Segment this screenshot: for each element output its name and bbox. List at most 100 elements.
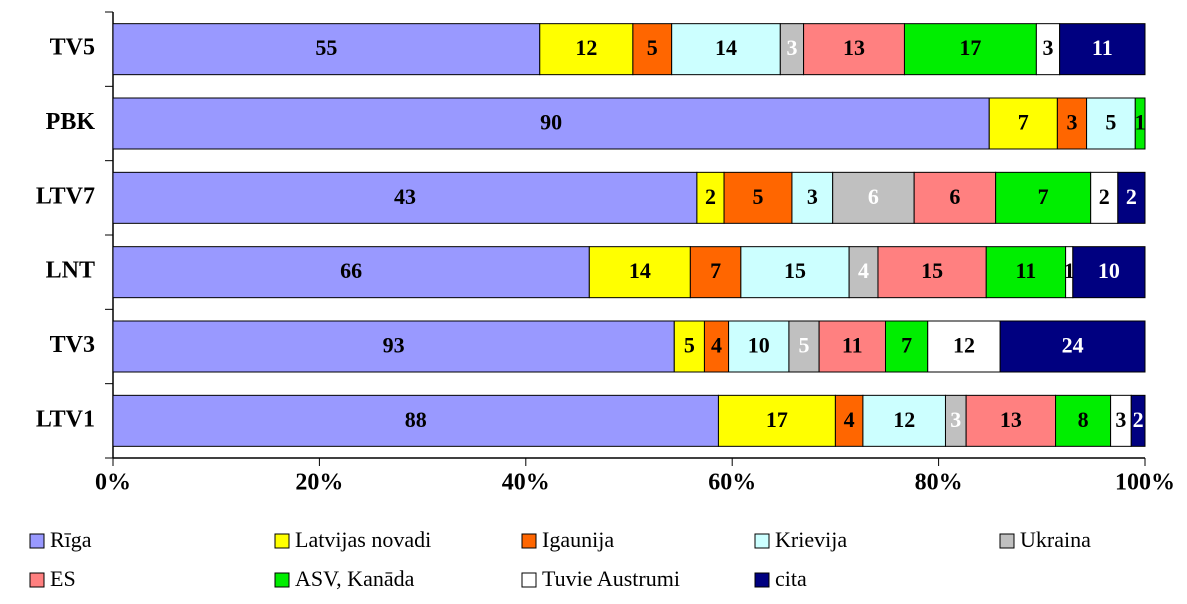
legend-swatch [29, 533, 45, 549]
data-label: 15 [784, 258, 806, 283]
bar-segment [632, 23, 673, 76]
data-label: 3 [1066, 110, 1077, 135]
data-label: 55 [315, 35, 337, 60]
bar-segment [112, 394, 719, 447]
legend-swatch [274, 533, 290, 549]
bar-segment [112, 246, 590, 299]
legend-swatch [754, 572, 770, 588]
bar-segment [112, 23, 541, 76]
bar-segment [788, 320, 820, 373]
bar-segment [965, 394, 1057, 447]
data-label: 10 [1098, 258, 1120, 283]
category-label: TV5 [50, 35, 95, 61]
bar-segment [717, 394, 836, 447]
data-label: 2 [1126, 184, 1137, 209]
data-label: 5 [684, 333, 695, 358]
data-label: 3 [807, 184, 818, 209]
bar-segment [818, 320, 886, 373]
data-label: 2 [1099, 184, 1110, 209]
bar-segment [1090, 171, 1119, 224]
legend-label: Ukraina [1020, 527, 1091, 552]
bar-segment [877, 246, 987, 299]
bar-segment [112, 97, 990, 150]
data-label: 14 [629, 258, 651, 283]
bar-segment [1086, 97, 1136, 150]
data-label: 2 [705, 184, 716, 209]
bar-segment [673, 320, 705, 373]
data-label: 13 [1000, 407, 1022, 432]
legend-label: Tuvie Austrumi [542, 566, 680, 591]
legend-swatch [754, 533, 770, 549]
data-label: 12 [953, 333, 975, 358]
bar-segment [1059, 23, 1146, 76]
bar-segment [834, 394, 864, 447]
data-label: 5 [753, 184, 764, 209]
bar-segment [1130, 394, 1146, 447]
bar-segment [112, 320, 675, 373]
data-label: 8 [1078, 407, 1089, 432]
data-label: 12 [893, 407, 915, 432]
category-label: LNT [46, 258, 95, 284]
bar-segment [988, 97, 1058, 150]
data-label: 5 [1105, 110, 1116, 135]
data-label: 17 [959, 35, 981, 60]
x-tick-label: 40% [502, 470, 550, 496]
data-label: 11 [842, 333, 863, 358]
data-label: 4 [858, 258, 869, 283]
legend-label: Rīga [50, 527, 92, 552]
data-label: 24 [1062, 333, 1084, 358]
bar-segment [1134, 97, 1146, 150]
data-label: 43 [394, 184, 416, 209]
data-label: 11 [1016, 258, 1037, 283]
bar-segment [588, 246, 691, 299]
category-label: TV3 [50, 332, 95, 358]
x-tick-label: 80% [915, 470, 963, 496]
category-label: LTV1 [36, 406, 95, 432]
bar-segment [927, 320, 1001, 373]
bar-segment [723, 171, 793, 224]
bar-segment [696, 171, 725, 224]
data-label: 1 [1135, 110, 1146, 135]
data-label: 7 [1018, 110, 1029, 135]
legend-label: Krievija [775, 527, 847, 552]
bar-segment [862, 394, 946, 447]
data-label: 15 [921, 258, 943, 283]
data-label: 90 [540, 110, 562, 135]
legend-label: Igaunija [542, 527, 614, 552]
bar-segment [985, 246, 1067, 299]
data-label: 6 [949, 184, 960, 209]
legend-label: ES [50, 566, 76, 591]
data-label: 3 [1115, 407, 1126, 432]
data-label: 4 [844, 407, 855, 432]
bar-segment [1072, 246, 1146, 299]
data-label: 7 [1038, 184, 1049, 209]
x-tick-label: 0% [95, 470, 131, 496]
data-label: 1 [1064, 258, 1075, 283]
legend-swatch [29, 572, 45, 588]
data-label: 3 [950, 407, 961, 432]
data-label: 11 [1092, 35, 1113, 60]
data-label: 14 [715, 35, 737, 60]
bar-segment [791, 171, 834, 224]
bar-segment [671, 23, 781, 76]
x-tick-label: 100% [1115, 470, 1175, 496]
bar-segment [832, 171, 915, 224]
data-label: 10 [748, 333, 770, 358]
bar-segment [995, 171, 1092, 224]
bar-segment [689, 246, 742, 299]
data-label: 6 [868, 184, 879, 209]
data-label: 2 [1133, 407, 1144, 432]
legend-swatch [274, 572, 290, 588]
legend-label: cita [775, 566, 807, 591]
bar-segment [1117, 171, 1146, 224]
category-label: PBK [46, 109, 96, 135]
bar-segment [728, 320, 790, 373]
bar-segment [1056, 97, 1088, 150]
bar-segment [740, 246, 850, 299]
data-label: 66 [340, 258, 362, 283]
bar-segment [848, 246, 879, 299]
bar-segment [999, 320, 1146, 373]
data-label: 13 [843, 35, 865, 60]
x-tick-label: 20% [295, 470, 343, 496]
